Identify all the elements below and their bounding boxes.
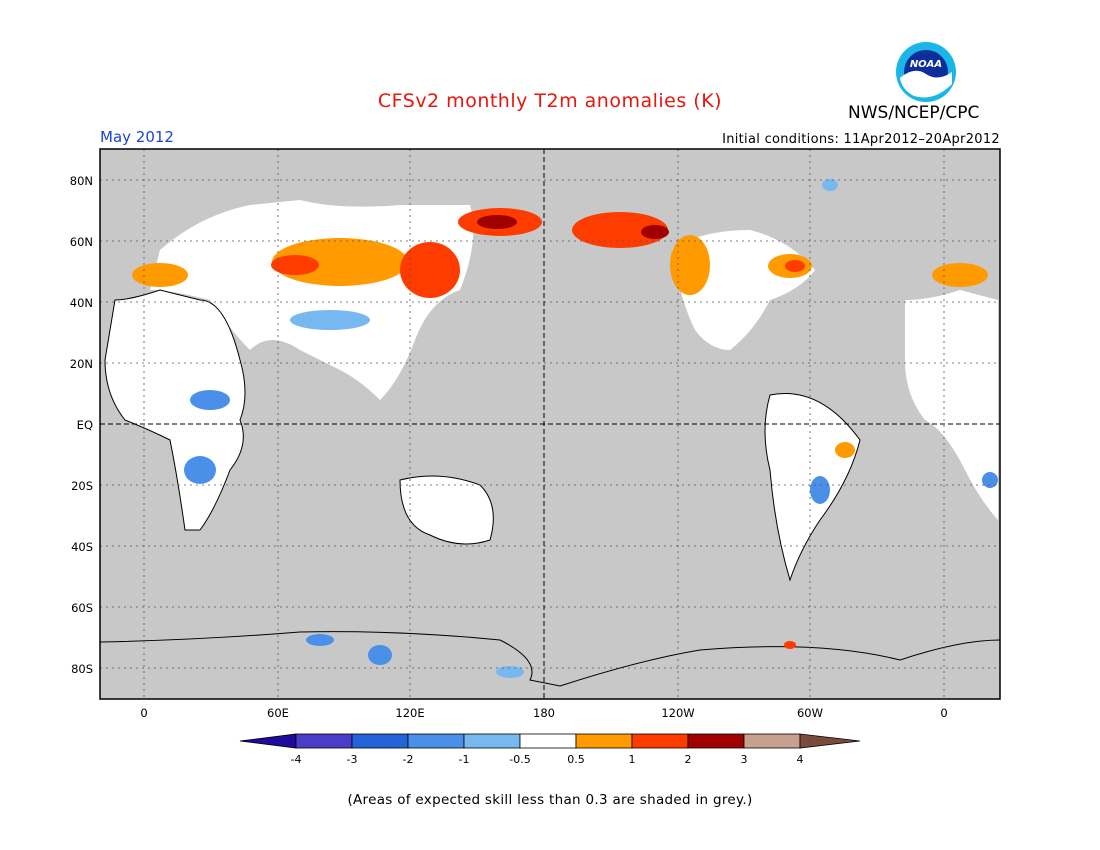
- colorbar-labels: -4 -3 -2 -1 -0.5 0.5 1 2 3 4: [291, 753, 804, 766]
- lon-label: 120W: [661, 706, 694, 720]
- colorbar-tick-label: 2: [685, 753, 692, 766]
- colorbar-bin: [687, 733, 745, 749]
- warm-anomalies: [132, 208, 988, 649]
- colorbar-tick-label: -4: [291, 753, 302, 766]
- lat-label: 20S: [71, 479, 93, 493]
- lat-label: 20N: [70, 357, 93, 371]
- lat-axis-labels: 80N 60N 40N 20N EQ 20S 40S 60S 80S: [70, 174, 93, 676]
- initial-conditions: Initial conditions: 11Apr2012–20Apr2012: [722, 132, 1000, 147]
- reference-lines: [100, 149, 1000, 699]
- agency-label: NWS/NCEP/CPC: [848, 103, 980, 123]
- lon-label: 60W: [797, 706, 823, 720]
- world-map: 80N 60N 40N 20N EQ 20S 40S 60S 80S 0 60E…: [70, 148, 1001, 766]
- colorbar-tick-label: -1: [459, 753, 470, 766]
- lat-label: 80N: [70, 174, 93, 188]
- colorbar-tick-label: 1: [629, 753, 636, 766]
- colorbar-bin: [295, 733, 353, 749]
- colorbar-tick-label: 4: [797, 753, 804, 766]
- lon-label: 0: [940, 706, 947, 720]
- lon-label: 120E: [395, 706, 424, 720]
- lon-label: 0: [140, 706, 147, 720]
- cool-anomalies: [184, 179, 998, 678]
- colorbar-tick-label: -2: [403, 753, 414, 766]
- colorbar-bin: [575, 733, 633, 749]
- lon-axis-labels: 0 60E 120E 180 120W 60W 0: [140, 706, 947, 720]
- map-title: CFSv2 monthly T2m anomalies (K): [377, 90, 723, 112]
- forecast-month: May 2012: [100, 128, 174, 146]
- colorbar-tick-label: -0.5: [509, 753, 530, 766]
- gridlines: [100, 149, 1000, 699]
- lat-label: 40N: [70, 296, 93, 310]
- coastlines: [99, 289, 1001, 687]
- colorbar-bin: [351, 733, 409, 749]
- lat-label: 60S: [71, 601, 93, 615]
- lat-label: 40S: [71, 540, 93, 554]
- lat-label: 60N: [70, 235, 93, 249]
- map-frame: [99, 148, 1001, 700]
- colorbar-bin: [631, 733, 689, 749]
- colorbar-tick-label: 3: [741, 753, 748, 766]
- colorbar-bin: [463, 733, 521, 749]
- colorbar-bin: [407, 733, 465, 749]
- noaa-logo-text: NOAA: [910, 59, 942, 70]
- colorbar-tick-label: -3: [347, 753, 358, 766]
- noaa-logo: NOAA: [896, 42, 956, 102]
- colorbar-bin: [519, 733, 577, 749]
- lat-label: EQ: [77, 418, 93, 432]
- colorbar-tick-label: 0.5: [567, 753, 585, 766]
- colorbar-bin: [239, 733, 297, 749]
- lat-label: 80S: [71, 662, 93, 676]
- colorbar-bin: [743, 733, 801, 749]
- colorbar: [239, 733, 861, 749]
- lon-label: 60E: [267, 706, 289, 720]
- colorbar-bin: [799, 733, 861, 749]
- footnote: (Areas of expected skill less than 0.3 a…: [347, 792, 753, 808]
- lon-label: 180: [533, 706, 555, 720]
